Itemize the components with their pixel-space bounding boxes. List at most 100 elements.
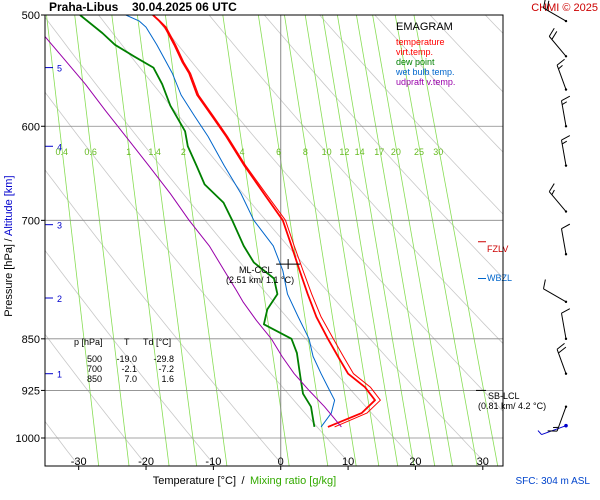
legend-item-temperature: temperature [396, 37, 445, 47]
pressure-tick-label: 925 [22, 385, 40, 397]
table-cell: -29.8 [153, 354, 174, 364]
altitude-tick-label: 3 [57, 221, 62, 231]
altitude-tick-label: 2 [57, 294, 62, 304]
table-cell: 1.6 [161, 374, 174, 384]
wind-barb-staff [548, 191, 567, 212]
legend-item-wet-bulb: wet bulb temp. [395, 67, 455, 77]
pressure-tick-label: 700 [22, 215, 40, 227]
wind-barb-flag [537, 430, 542, 435]
wind-barb-station [564, 300, 568, 304]
table-cell: -7.2 [158, 364, 174, 374]
wind-barb-station [564, 253, 568, 256]
table-cell: 850 [87, 374, 102, 384]
dry-adiabat-line [98, 15, 489, 466]
x-axis-temperature-label: Temperature [°C] [153, 475, 236, 487]
temperature-tick-label: -20 [138, 456, 154, 468]
wind-barb-staff [543, 7, 567, 22]
wind-barb-staff [548, 36, 567, 57]
wind-barb-station [564, 125, 568, 128]
series-line-virt-temp [153, 15, 381, 428]
dry-adiabat-line [45, 91, 353, 466]
legend-item-updraft: udpraft v.temp. [396, 77, 455, 87]
mixing-ratio-line [394, 15, 478, 466]
wind-barb-staff [560, 313, 567, 339]
temperature-tick-label: 20 [409, 456, 421, 468]
wind-barb-flag [558, 64, 563, 70]
wind-barb-flag [542, 279, 546, 289]
dry-adiabat-line [45, 249, 216, 466]
datetime-label: 30.04.2025 06 UTC [132, 0, 237, 14]
mixing-ratio-line [136, 15, 198, 466]
pressure-tick-label: 1000 [16, 433, 40, 445]
dry-adiabat-line [374, 15, 503, 153]
legend: EMAGRAM temperature virt.temp. dew point… [395, 21, 455, 87]
wind-barb-staff [560, 139, 567, 166]
mixing-ratio-line [356, 15, 436, 466]
wind-barb-station [564, 405, 568, 408]
mixing-ratio-label: 20 [391, 147, 401, 157]
wind-barb-station [564, 55, 568, 58]
altitude-tick-label: 1 [57, 370, 62, 380]
x-axis-separator: / [241, 475, 245, 487]
wind-barb-flag [551, 189, 555, 195]
series-line-dew-point [79, 15, 316, 428]
wind-barb-staff [556, 349, 567, 374]
dry-adiabat-line [45, 333, 148, 466]
series-line-wet-bulb-temp [125, 15, 336, 428]
mixing-ratio-label: 17 [374, 147, 384, 157]
table-header-p: p [hPa] [74, 337, 103, 347]
wind-barb-station [564, 423, 568, 428]
wind-barb-staff [541, 425, 567, 436]
sb-lcl-detail: (0.81 km/ 4.2 °C) [478, 401, 546, 411]
mixing-ratio-label: 30 [433, 147, 443, 157]
annotation-marks [276, 241, 486, 391]
ml-ccl-label: ML-CCL [239, 265, 273, 275]
copyright-label: CHMI © 2025 [531, 2, 598, 14]
sfc-label: SFC: 304 m ASL [516, 476, 591, 487]
mixing-ratio-label: 25 [414, 147, 424, 157]
mixing-ratio-line [284, 15, 357, 466]
ml-ccl-detail: (2.51 km/ 1.1 °C) [226, 275, 294, 285]
temperature-tick-label: 30 [477, 456, 489, 468]
dry-adiabat-line [153, 15, 503, 412]
temperature-tick-label: -30 [71, 456, 87, 468]
y-axis-labels: Pressure [hPa] / Altitude [km] [3, 175, 15, 316]
wind-barb-flag [556, 58, 565, 66]
x-axis-mixing-label: Mixing ratio [g/kg] [250, 475, 336, 487]
wind-barb-station [564, 88, 568, 91]
wind-barb-flag [561, 95, 571, 102]
mixing-ratio-label: 10 [322, 147, 332, 157]
wind-barb-staff [560, 100, 567, 127]
altitude-tick-label: 5 [57, 64, 62, 74]
sb-lcl-label: SB-LCL [488, 391, 520, 401]
table-cell: 700 [87, 364, 102, 374]
mixing-ratio-label: 2 [181, 147, 186, 157]
wind-barb-flag [546, 0, 550, 11]
mixing-ratio-label: 1.4 [148, 147, 161, 157]
wind-barb-flag [558, 346, 567, 354]
dry-adiabat-line [45, 16, 421, 466]
legend-item-dew-point: dew point [396, 57, 435, 67]
mixing-ratio-line [372, 15, 453, 466]
wind-barb-flag [561, 223, 571, 230]
wind-barb-flag [542, 0, 546, 9]
dry-adiabat-line [45, 169, 284, 466]
mixing-ratio-label: 4 [240, 147, 245, 157]
mixing-ratio-line [222, 15, 290, 466]
legend-title: EMAGRAM [396, 21, 453, 33]
wind-barb-flag [551, 31, 558, 40]
dry-adiabat-line [319, 15, 503, 215]
wind-barb-flag [561, 140, 568, 145]
table-cell: 7.0 [124, 374, 137, 384]
table-cell: -2.1 [121, 364, 137, 374]
sounding-table: p [hPa] T Td [°C] 500 -19.0 -29.8 700 -2… [74, 337, 174, 384]
wind-barb-staff [543, 288, 567, 303]
table-header-t: T [124, 337, 130, 347]
series-line-udpraft-v-temp [45, 36, 342, 428]
wind-barb-staff [556, 406, 567, 432]
wind-barb-station [564, 164, 568, 167]
wind-barb-station [564, 19, 568, 23]
mixing-ratio-line [46, 15, 100, 466]
plot-frame [44, 14, 504, 467]
pressure-tick-label: 850 [22, 334, 40, 346]
